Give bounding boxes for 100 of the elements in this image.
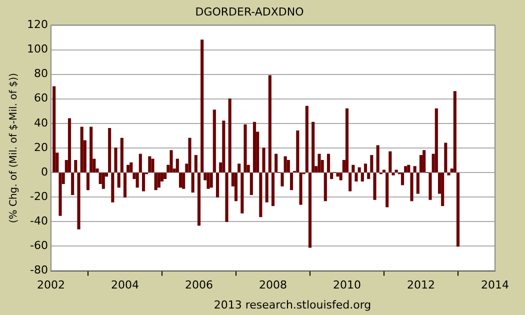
bar (265, 172, 268, 202)
bar (252, 122, 256, 172)
bar (324, 172, 327, 202)
bar (274, 154, 278, 172)
bar (130, 162, 133, 172)
bar (71, 172, 74, 195)
bar (86, 172, 90, 190)
bar (148, 156, 152, 172)
bar (407, 164, 410, 172)
bar (154, 172, 158, 190)
bar (250, 172, 253, 195)
bar (394, 170, 398, 172)
y-tick-label: 80 (34, 67, 48, 80)
bar (77, 172, 80, 230)
bar (170, 150, 173, 172)
bar (111, 172, 114, 202)
bar (367, 172, 370, 180)
x-tick-label: 2004 (110, 278, 139, 292)
bar (68, 118, 72, 172)
bar (345, 108, 349, 172)
bar (216, 172, 220, 198)
bar (80, 126, 84, 172)
y-tick-label: 120 (26, 18, 48, 32)
bar (210, 172, 213, 188)
bar (108, 128, 112, 172)
bar (392, 172, 395, 176)
bar (244, 124, 247, 172)
bar (120, 138, 124, 172)
bar (360, 172, 364, 182)
bar (268, 75, 272, 172)
bar (114, 148, 118, 172)
bar (234, 172, 238, 202)
bar (404, 166, 408, 172)
bar (191, 172, 194, 193)
bar (354, 172, 358, 182)
bar (318, 154, 321, 172)
y-tick-label: 60 (34, 92, 48, 105)
bar (358, 167, 361, 172)
bar (194, 155, 198, 172)
bar (456, 172, 460, 247)
bar (222, 120, 226, 172)
bar (74, 160, 78, 172)
bar (126, 164, 130, 172)
bar (240, 172, 244, 214)
bar (370, 155, 374, 172)
bar (410, 172, 414, 202)
bar (386, 172, 389, 208)
bar (444, 142, 448, 172)
y-tick-label: 40 (34, 116, 48, 130)
bar (308, 172, 312, 248)
bar (348, 172, 352, 192)
bar (326, 154, 330, 172)
bar (376, 145, 380, 172)
bar (339, 172, 342, 180)
bar (373, 172, 376, 200)
bar (413, 166, 416, 172)
bar (151, 158, 154, 172)
bar (336, 172, 340, 177)
x-tick-label: 2002 (36, 278, 65, 292)
bar (102, 172, 105, 189)
bar (117, 172, 120, 188)
bar (123, 172, 127, 198)
bar (290, 172, 294, 190)
bar (136, 172, 139, 188)
bar (90, 126, 93, 172)
y-tick-label: -20 (30, 190, 48, 203)
bar (262, 148, 266, 172)
bar (238, 164, 241, 172)
bar (280, 172, 284, 186)
y-tick-label: 20 (34, 140, 48, 154)
bar (400, 172, 404, 186)
bar (434, 108, 438, 172)
bar (228, 98, 232, 172)
bar (312, 122, 315, 172)
x-tick-label: 2006 (184, 278, 213, 292)
y-tick-label: -40 (30, 214, 48, 228)
bar (176, 158, 179, 172)
bar (188, 138, 192, 172)
x-tick-label: 2012 (407, 278, 435, 292)
y-tick-label: -80 (30, 264, 48, 277)
bar (271, 172, 275, 206)
bar (225, 172, 228, 222)
bar (157, 172, 160, 188)
chart-title: DGORDER-ADXDNO (195, 5, 304, 18)
bar (453, 91, 456, 172)
bar (330, 172, 334, 180)
y-axis-title: (% Chg. of (Mil. of $-Mil. of $)) (8, 72, 20, 224)
bar (197, 172, 201, 226)
bar (212, 110, 216, 172)
bar (58, 172, 62, 216)
bar (182, 172, 186, 189)
bar (200, 40, 204, 172)
bar (284, 156, 287, 172)
bar (388, 151, 392, 172)
y-tick-label: 100 (26, 42, 48, 56)
bar (138, 154, 142, 172)
x-tick-label: 2010 (333, 278, 361, 292)
bar (52, 86, 56, 172)
x-tick-label: 2008 (259, 278, 287, 292)
bar (428, 172, 432, 200)
